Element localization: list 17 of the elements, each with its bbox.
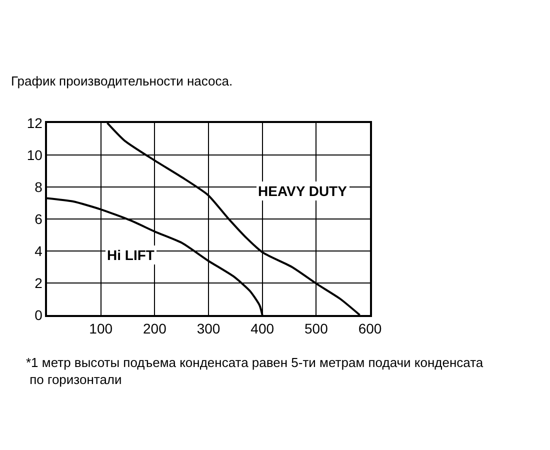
y-tick-label: 10 (26, 146, 43, 163)
x-tick-label: 600 (358, 320, 382, 337)
x-tick-label: 500 (304, 320, 328, 337)
x-tick-label: 300 (196, 320, 220, 337)
x-tick-label: 100 (89, 320, 113, 337)
chart-title: График производительности насоса. (11, 74, 233, 89)
y-tick-label: 6 (34, 210, 43, 227)
y-tick-label: 2 (34, 274, 43, 291)
y-tick-label: 4 (34, 242, 43, 259)
y-tick-label: 0 (34, 306, 43, 323)
y-tick-label: 12 (26, 114, 43, 131)
x-tick-label: 400 (250, 320, 274, 337)
text: *1 метр высоты подъема конденсата равен 5-ти метрам подачи конденсата по горизонтали (26, 355, 484, 387)
x-tick-label: 200 (142, 320, 167, 337)
text: HEAVY DUTY (258, 183, 348, 199)
y-tick-label: 8 (34, 178, 43, 195)
series-label: Hi LIFT (107, 247, 155, 263)
